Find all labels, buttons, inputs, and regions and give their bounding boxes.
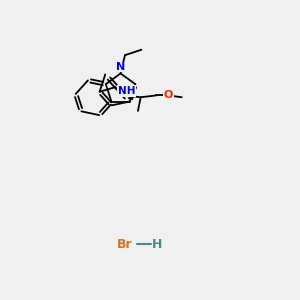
Text: H: H: [152, 238, 163, 251]
Text: Br: Br: [117, 238, 133, 251]
Text: N: N: [116, 62, 125, 72]
Text: O: O: [164, 90, 173, 100]
Text: NH: NH: [118, 86, 135, 96]
